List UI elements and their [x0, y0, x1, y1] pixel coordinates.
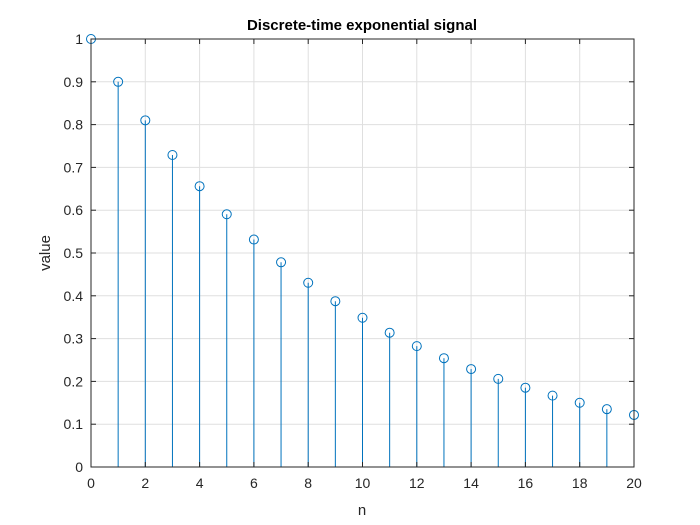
- y-axis-label: value: [37, 235, 54, 271]
- y-tick-label: 0.2: [64, 373, 84, 389]
- chart-title: Discrete-time exponential signal: [247, 17, 477, 34]
- stem-marker: [547, 390, 558, 401]
- stem-marker: [357, 312, 368, 323]
- stem-marker: [194, 181, 205, 192]
- x-tick-label: 2: [141, 475, 149, 491]
- x-tick-label: 20: [626, 475, 642, 491]
- stem-marker: [303, 277, 314, 288]
- stem-marker: [520, 382, 531, 393]
- stem-marker: [466, 364, 477, 375]
- stem-marker: [574, 397, 585, 408]
- y-tick-label: 0.9: [64, 74, 84, 90]
- y-tick-label: 0.7: [64, 159, 84, 175]
- x-tick-label: 8: [304, 475, 312, 491]
- stem-marker: [411, 341, 422, 352]
- stem-marker: [140, 115, 151, 126]
- x-tick-label: 0: [87, 475, 95, 491]
- x-tick-label: 4: [196, 475, 204, 491]
- y-tick-label: 0: [75, 459, 83, 475]
- y-tick-label: 0.8: [64, 117, 84, 133]
- y-tick-label: 0.6: [64, 202, 84, 218]
- stem-marker: [167, 149, 178, 160]
- y-tick-label: 0.1: [64, 416, 84, 432]
- stem-marker: [493, 373, 504, 384]
- x-tick-label: 6: [250, 475, 258, 491]
- y-tick-label: 0.3: [64, 331, 84, 347]
- stem-marker: [113, 76, 124, 87]
- y-tick-label: 1: [75, 31, 83, 47]
- x-tick-label: 12: [409, 475, 425, 491]
- x-tick-label: 14: [463, 475, 479, 491]
- stem-marker: [221, 209, 232, 220]
- stem-marker: [330, 296, 341, 307]
- x-tick-label: 10: [355, 475, 371, 491]
- stem-marker: [601, 404, 612, 415]
- stem-marker: [248, 234, 259, 245]
- stem-marker: [276, 257, 287, 268]
- stem-marker: [384, 327, 395, 338]
- y-tick-label: 0.5: [64, 245, 84, 261]
- x-axis-label: n: [358, 502, 366, 519]
- x-tick-label: 18: [572, 475, 588, 491]
- x-tick-label: 16: [518, 475, 534, 491]
- y-tick-label: 0.4: [64, 288, 84, 304]
- ticks: 0 2 4 6 8 10 12 14 16 18 20 0 0.1 0.2 0.3 0.4 0.5 0.6 0.7 0…: [64, 31, 642, 491]
- stem-marker: [438, 353, 449, 364]
